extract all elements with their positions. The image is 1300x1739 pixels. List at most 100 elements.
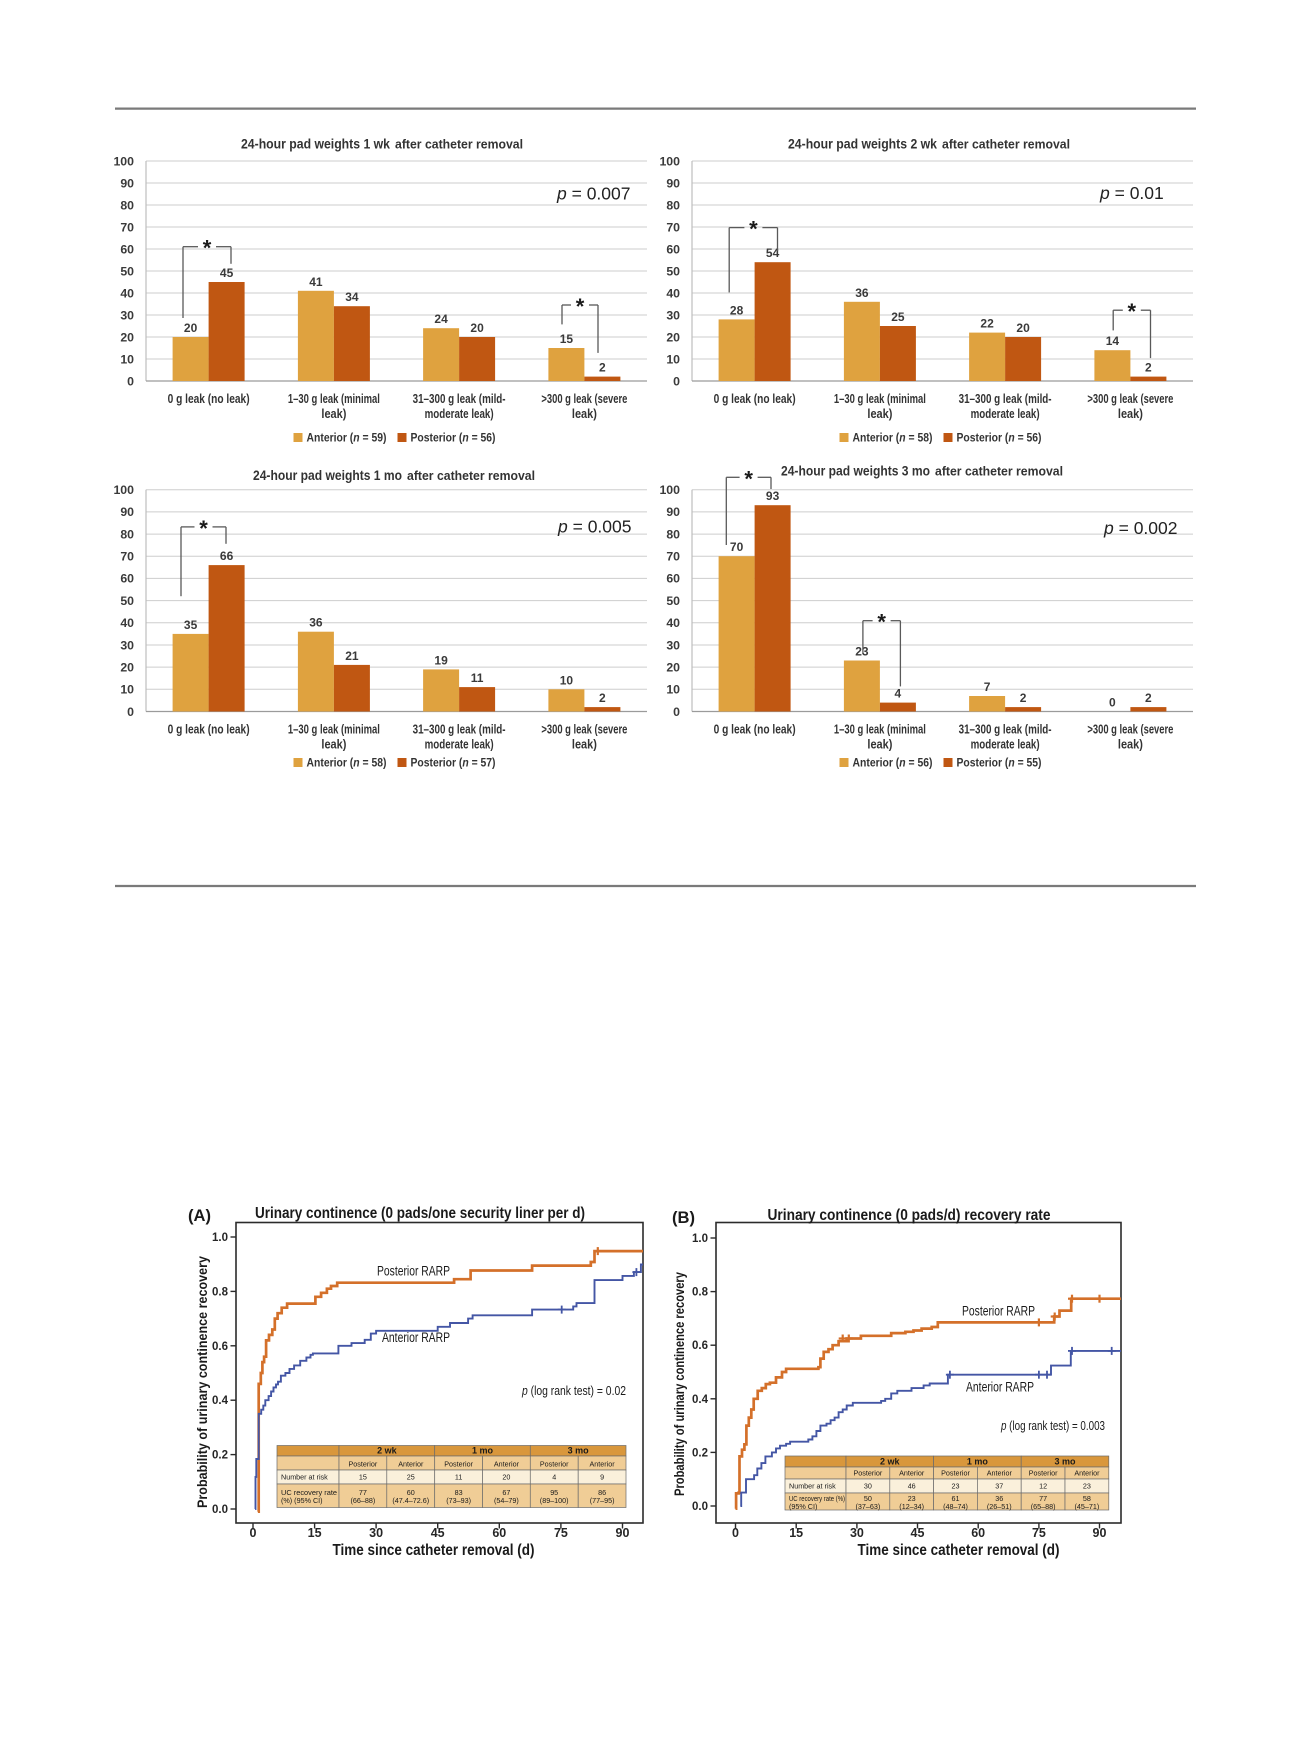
svg-text:2: 2 bbox=[1020, 691, 1027, 705]
svg-text:80: 80 bbox=[666, 527, 680, 541]
svg-text:23: 23 bbox=[855, 645, 869, 659]
svg-text:54: 54 bbox=[766, 246, 780, 260]
svg-text:>300 g leak (severe: >300 g leak (severe bbox=[541, 392, 627, 406]
svg-text:30: 30 bbox=[666, 638, 680, 652]
svg-text:34: 34 bbox=[345, 290, 359, 304]
svg-text:77: 77 bbox=[1039, 1494, 1047, 1503]
svg-text:2: 2 bbox=[1145, 361, 1152, 375]
svg-text:4: 4 bbox=[895, 687, 902, 701]
svg-text:80: 80 bbox=[120, 198, 134, 212]
svg-text:20: 20 bbox=[666, 330, 680, 344]
svg-text:Anterior: Anterior bbox=[590, 1460, 616, 1469]
svg-text:46: 46 bbox=[908, 1482, 916, 1491]
svg-text:0 g leak (no leak): 0 g leak (no leak) bbox=[168, 392, 250, 406]
svg-text:30: 30 bbox=[864, 1482, 872, 1491]
svg-text:Anterior: Anterior bbox=[494, 1460, 520, 1469]
svg-text:0.0: 0.0 bbox=[692, 1501, 708, 1513]
svg-text:(26–51): (26–51) bbox=[987, 1502, 1012, 1511]
svg-text:10: 10 bbox=[120, 683, 134, 697]
svg-text:30: 30 bbox=[850, 1526, 864, 1540]
svg-text:Anterior (n = 56): Anterior (n = 56) bbox=[853, 756, 933, 770]
svg-text:*: * bbox=[749, 217, 758, 242]
svg-text:p = 0.005: p = 0.005 bbox=[557, 517, 631, 537]
svg-text:25: 25 bbox=[891, 310, 905, 324]
svg-text:UC recovery rate (%): UC recovery rate (%) bbox=[789, 1494, 845, 1503]
svg-text:after catheter removal: after catheter removal bbox=[407, 468, 535, 483]
svg-text:93: 93 bbox=[766, 489, 780, 503]
svg-text:40: 40 bbox=[666, 616, 680, 630]
svg-text:(47.4–72.6): (47.4–72.6) bbox=[392, 1496, 429, 1505]
svg-text:10: 10 bbox=[560, 673, 574, 687]
svg-text:Posterior: Posterior bbox=[444, 1460, 473, 1469]
svg-text:moderate leak): moderate leak) bbox=[971, 407, 1040, 421]
svg-text:p = 0.002: p = 0.002 bbox=[1103, 518, 1177, 538]
svg-text:75: 75 bbox=[554, 1526, 568, 1540]
svg-text:70: 70 bbox=[666, 220, 680, 234]
svg-text:0.2: 0.2 bbox=[212, 1450, 228, 1462]
svg-text:22: 22 bbox=[980, 317, 994, 331]
svg-text:leak): leak) bbox=[572, 738, 597, 752]
svg-text:50: 50 bbox=[666, 594, 680, 608]
svg-text:(A): (A) bbox=[188, 1206, 211, 1225]
svg-text:90: 90 bbox=[120, 505, 134, 519]
svg-text:70: 70 bbox=[666, 550, 680, 564]
svg-text:leak): leak) bbox=[1118, 738, 1143, 752]
svg-text:36: 36 bbox=[995, 1494, 1003, 1503]
svg-text:(89–100): (89–100) bbox=[540, 1496, 569, 1505]
svg-text:20: 20 bbox=[120, 660, 134, 674]
svg-text:90: 90 bbox=[666, 505, 680, 519]
svg-text:Posterior: Posterior bbox=[540, 1460, 569, 1469]
svg-text:0: 0 bbox=[1109, 696, 1116, 710]
svg-text:leak): leak) bbox=[867, 738, 892, 752]
svg-text:20: 20 bbox=[470, 321, 484, 335]
svg-text:10: 10 bbox=[666, 683, 680, 697]
svg-text:Posterior (n = 56): Posterior (n = 56) bbox=[957, 431, 1042, 445]
svg-text:leak): leak) bbox=[867, 407, 892, 421]
svg-text:Time since catheter removal (d: Time since catheter removal (d) bbox=[333, 1542, 535, 1559]
svg-text:(45–71): (45–71) bbox=[1075, 1502, 1100, 1511]
svg-text:*: * bbox=[877, 610, 886, 635]
svg-text:45: 45 bbox=[220, 266, 234, 280]
svg-text:(95% CI): (95% CI) bbox=[789, 1502, 817, 1511]
svg-text:Posterior: Posterior bbox=[941, 1469, 970, 1478]
svg-text:40: 40 bbox=[120, 616, 134, 630]
svg-text:after catheter removal: after catheter removal bbox=[395, 137, 523, 152]
svg-text:31–300 g leak (mild-: 31–300 g leak (mild- bbox=[959, 392, 1052, 406]
svg-text:60: 60 bbox=[492, 1526, 506, 1540]
svg-text:0.0: 0.0 bbox=[212, 1504, 228, 1516]
svg-text:leak): leak) bbox=[321, 738, 346, 752]
svg-text:3 mo: 3 mo bbox=[568, 1446, 590, 1456]
svg-text:Anterior: Anterior bbox=[987, 1469, 1013, 1478]
svg-text:0 g leak (no leak): 0 g leak (no leak) bbox=[168, 723, 250, 737]
svg-text:(65–88): (65–88) bbox=[1031, 1502, 1056, 1511]
svg-text:*: * bbox=[1128, 299, 1137, 324]
svg-text:36: 36 bbox=[309, 616, 323, 630]
svg-text:0: 0 bbox=[250, 1526, 257, 1540]
svg-text:2: 2 bbox=[1145, 691, 1152, 705]
svg-text:100: 100 bbox=[113, 483, 134, 497]
svg-text:Anterior (n = 58): Anterior (n = 58) bbox=[853, 431, 933, 445]
svg-text:Posterior: Posterior bbox=[349, 1460, 378, 1469]
svg-text:0: 0 bbox=[127, 705, 134, 719]
svg-text:Posterior: Posterior bbox=[854, 1469, 883, 1478]
svg-text:Anterior: Anterior bbox=[398, 1460, 424, 1469]
svg-text:moderate leak): moderate leak) bbox=[425, 407, 494, 421]
svg-text:Anterior RARP: Anterior RARP bbox=[382, 1330, 450, 1345]
svg-text:28: 28 bbox=[730, 303, 744, 317]
svg-text:*: * bbox=[199, 516, 208, 541]
svg-text:Anterior (n = 59): Anterior (n = 59) bbox=[307, 431, 387, 445]
svg-text:50: 50 bbox=[120, 594, 134, 608]
svg-text:3 mo: 3 mo bbox=[1054, 1457, 1076, 1467]
svg-text:24-hour pad weights 2 wk: 24-hour pad weights 2 wk bbox=[788, 136, 937, 152]
svg-text:70: 70 bbox=[120, 550, 134, 564]
svg-text:45: 45 bbox=[431, 1526, 445, 1540]
svg-text:0.6: 0.6 bbox=[692, 1340, 708, 1352]
svg-text:40: 40 bbox=[666, 286, 680, 300]
svg-text:24: 24 bbox=[434, 312, 448, 326]
svg-text:90: 90 bbox=[120, 176, 134, 190]
svg-text:23: 23 bbox=[1083, 1482, 1091, 1491]
svg-text:10: 10 bbox=[120, 352, 134, 366]
svg-text:p = 0.007: p = 0.007 bbox=[556, 184, 630, 204]
svg-text:7: 7 bbox=[984, 680, 991, 694]
svg-text:75: 75 bbox=[1032, 1526, 1046, 1540]
